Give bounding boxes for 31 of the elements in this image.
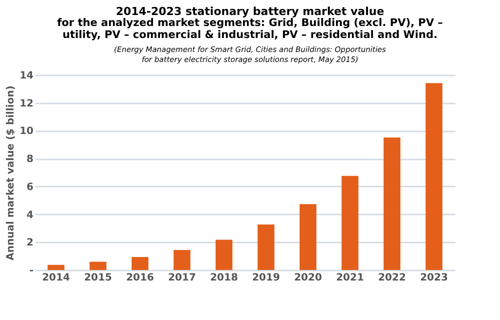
- x-tick-label: 2015: [84, 272, 112, 284]
- x-tick-label: 2021: [336, 272, 364, 284]
- x-tick-label: 2020: [294, 272, 322, 284]
- y-tick-label: 2: [26, 238, 34, 249]
- bar: [300, 204, 316, 270]
- x-tick-label: 2022: [378, 272, 406, 284]
- bar: [384, 138, 400, 270]
- y-tick-label: 12: [20, 98, 34, 110]
- chart-subtitle: for the analyzed market segments: Grid, Building (excl. PV), PV – utility, PV – commercial & industrial, PV – residential and Wind.: [56, 17, 444, 41]
- y-tick-label: -: [29, 266, 34, 276]
- bar: [258, 224, 274, 270]
- bar: [216, 240, 232, 270]
- bar: [174, 250, 190, 270]
- chart-title: 2014-2023 stationary battery market value: [114, 5, 386, 18]
- bar: [90, 262, 106, 270]
- y-tick-label: 8: [26, 154, 34, 166]
- y-tick-label: 14: [20, 70, 34, 82]
- x-tick-label: 2018: [210, 272, 238, 284]
- x-tick-label: 2016: [126, 272, 154, 284]
- x-tick-label: 2014: [42, 272, 70, 284]
- bar: [342, 176, 358, 270]
- bar: [132, 257, 148, 270]
- y-tick-label: 6: [26, 182, 34, 193]
- x-tick-label: 2023: [420, 272, 448, 284]
- y-tick-label: 10: [20, 126, 34, 138]
- bar: [48, 264, 64, 270]
- y-axis-title: Annual market value ($ billion): [6, 86, 17, 260]
- x-tick-label: 2019: [252, 272, 280, 284]
- bar: [426, 83, 442, 270]
- x-tick-label: 2017: [168, 272, 196, 284]
- y-tick-label: 4: [26, 210, 34, 221]
